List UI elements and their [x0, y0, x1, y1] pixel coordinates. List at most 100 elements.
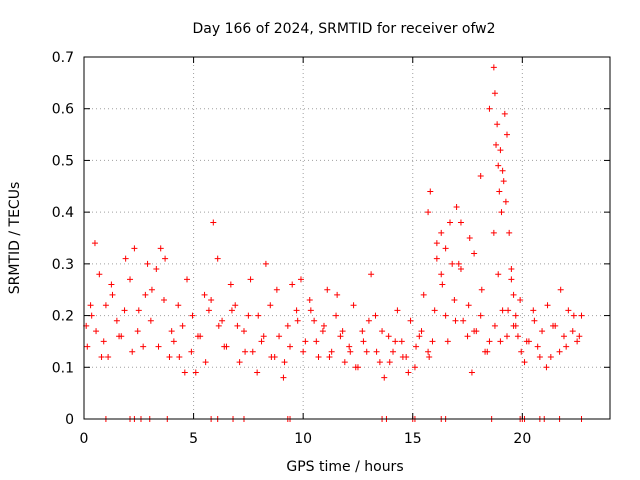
y-tick-label: 0.7	[52, 50, 74, 66]
data-point	[560, 333, 567, 340]
data-point	[289, 281, 296, 288]
data-point	[131, 245, 138, 252]
data-point	[247, 276, 254, 283]
data-point	[381, 374, 388, 381]
data-point	[210, 219, 217, 226]
data-point	[109, 291, 116, 298]
data-point	[569, 328, 576, 335]
data-point	[129, 348, 136, 355]
data-point	[91, 240, 98, 247]
data-point	[508, 266, 515, 273]
data-point	[453, 203, 460, 210]
data-point	[550, 322, 557, 329]
data-point	[490, 229, 497, 236]
data-point	[360, 338, 367, 345]
data-point	[284, 322, 291, 329]
data-point	[574, 338, 581, 345]
data-point	[134, 328, 141, 335]
data-point	[444, 338, 451, 345]
data-point	[105, 353, 112, 360]
data-point	[153, 266, 160, 273]
data-point	[334, 291, 341, 298]
data-point	[320, 322, 327, 329]
data-point	[306, 297, 313, 304]
x-tick-label: 10	[294, 431, 312, 447]
data-point	[565, 307, 572, 314]
data-point	[245, 312, 252, 319]
data-point	[501, 110, 508, 117]
data-point	[578, 312, 585, 319]
data-point	[517, 297, 524, 304]
data-point	[433, 240, 440, 247]
x-tick-label: 5	[189, 431, 198, 447]
data-point	[426, 353, 433, 360]
data-points	[83, 64, 585, 422]
data-point	[162, 255, 169, 262]
data-point	[510, 322, 517, 329]
data-point	[144, 260, 151, 267]
data-point	[477, 312, 484, 319]
data-point	[155, 343, 162, 350]
data-point	[157, 245, 164, 252]
data-point	[333, 312, 340, 319]
data-point	[148, 286, 155, 293]
data-point	[208, 297, 215, 304]
data-point	[442, 245, 449, 252]
data-point	[160, 297, 167, 304]
data-point	[539, 328, 546, 335]
data-point	[503, 131, 510, 138]
data-point	[530, 307, 537, 314]
data-point	[181, 369, 188, 376]
data-point	[227, 281, 234, 288]
data-point	[346, 343, 353, 350]
data-point	[521, 359, 528, 366]
data-point	[121, 307, 128, 314]
data-point	[416, 333, 423, 340]
data-point	[363, 348, 370, 355]
data-point	[392, 338, 399, 345]
data-point	[287, 343, 294, 350]
data-point	[418, 328, 425, 335]
data-point	[442, 312, 449, 319]
data-point	[500, 178, 507, 185]
x-axis: 0 5 10 15 20	[80, 57, 531, 447]
data-point	[425, 348, 432, 355]
data-point	[491, 90, 498, 97]
data-point	[127, 276, 134, 283]
data-point	[505, 307, 512, 314]
data-point	[499, 307, 506, 314]
data-point	[347, 348, 354, 355]
data-point	[514, 333, 521, 340]
data-point	[390, 348, 397, 355]
data-point	[457, 219, 464, 226]
data-point	[276, 333, 283, 340]
data-point	[464, 333, 471, 340]
data-point	[372, 312, 379, 319]
data-point	[242, 348, 249, 355]
data-point	[576, 333, 583, 340]
data-point	[122, 255, 129, 262]
data-point	[399, 353, 406, 360]
data-point	[563, 343, 570, 350]
data-point	[468, 369, 475, 376]
data-point	[307, 307, 314, 314]
data-point	[328, 348, 335, 355]
data-point	[273, 286, 280, 293]
data-point	[240, 328, 247, 335]
data-point	[168, 328, 175, 335]
data-point	[429, 338, 436, 345]
data-point	[189, 312, 196, 319]
data-point	[465, 302, 472, 309]
data-point	[543, 364, 550, 371]
data-point	[438, 271, 445, 278]
data-point	[147, 317, 154, 324]
data-point	[281, 359, 288, 366]
data-point	[232, 302, 239, 309]
data-point	[324, 286, 331, 293]
data-point	[300, 348, 307, 355]
data-point	[477, 172, 484, 179]
data-point	[547, 353, 554, 360]
plot-frame	[83, 56, 611, 420]
data-point	[413, 343, 420, 350]
